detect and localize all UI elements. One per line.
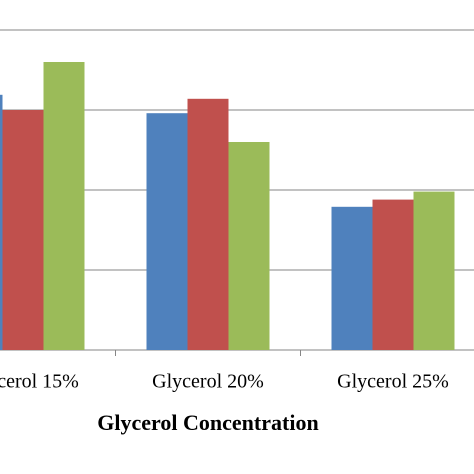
bar bbox=[43, 62, 85, 350]
bar bbox=[2, 110, 44, 350]
x-tick-label: Glycerol 20% bbox=[152, 371, 264, 393]
bar bbox=[413, 191, 455, 350]
x-tick-label: Glycerol 25% bbox=[337, 371, 449, 393]
x-axis-title: Glycerol Concentration bbox=[97, 410, 318, 435]
bar bbox=[228, 142, 270, 350]
bar bbox=[372, 199, 414, 350]
bar bbox=[331, 206, 373, 350]
bar bbox=[146, 113, 188, 350]
bar bbox=[0, 94, 3, 350]
x-tick-label: Glycerol 15% bbox=[0, 371, 79, 393]
bar bbox=[187, 98, 229, 350]
